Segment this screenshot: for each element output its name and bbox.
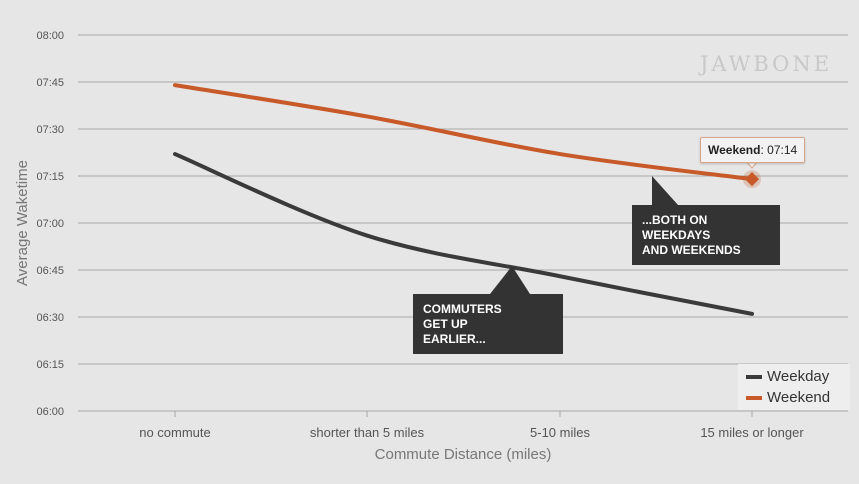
x-tick-label: 5-10 miles	[530, 425, 590, 440]
jawbone-logo: JAWBONE	[700, 52, 833, 76]
legend-label: Weekend	[767, 389, 831, 406]
annotation-line: AND WEEKENDS	[642, 243, 741, 257]
tooltip-series: Weekend	[708, 143, 761, 157]
y-tick-label: 07:30	[36, 124, 64, 136]
annotation-both: ...BOTH ON WEEKDAYS AND WEEKENDS	[632, 205, 780, 265]
legend-item-weekday[interactable]: Weekday	[746, 368, 829, 385]
y-tick-label: 06:30	[36, 312, 64, 324]
legend-swatch	[746, 396, 762, 401]
y-tick-label: 06:00	[36, 406, 64, 418]
y-tick-label: 06:45	[36, 265, 64, 277]
x-tick-label: no commute	[139, 425, 211, 440]
tooltip-value: 07:14	[767, 143, 798, 157]
y-axis-label: Average Waketime	[14, 160, 31, 286]
annotation-line: GET UP	[423, 317, 468, 331]
y-tick-label: 06:15	[36, 359, 64, 371]
annotation-line: EARLIER...	[423, 332, 486, 346]
annotation-commuters: COMMUTERS GET UP EARLIER...	[413, 294, 563, 354]
x-tick-label: shorter than 5 miles	[310, 425, 425, 440]
series-line-weekend	[173, 83, 754, 182]
annotation-line: WEEKDAYS	[642, 228, 711, 242]
legend-swatch	[746, 375, 762, 380]
y-tick-label: 07:15	[36, 171, 64, 183]
legend: Weekday Weekend	[738, 364, 850, 410]
annotation-line: ...BOTH ON	[642, 213, 708, 227]
series-line-weekday	[173, 152, 754, 316]
y-tick-label: 07:45	[36, 77, 64, 89]
x-tick-label: 15 miles or longer	[700, 425, 804, 440]
legend-item-weekend[interactable]: Weekend	[746, 389, 830, 406]
annotation-line: COMMUTERS	[423, 302, 502, 316]
highlight-marker	[744, 172, 760, 187]
annotation-pointer	[652, 176, 678, 205]
legend-label: Weekday	[767, 368, 830, 385]
y-tick-label: 08:00	[36, 30, 64, 42]
x-axis-label: Commute Distance (miles)	[375, 446, 552, 463]
annotation-pointer	[490, 266, 530, 294]
tooltip: Weekend: 07:14	[700, 137, 806, 163]
y-tick-label: 07:00	[36, 218, 64, 230]
